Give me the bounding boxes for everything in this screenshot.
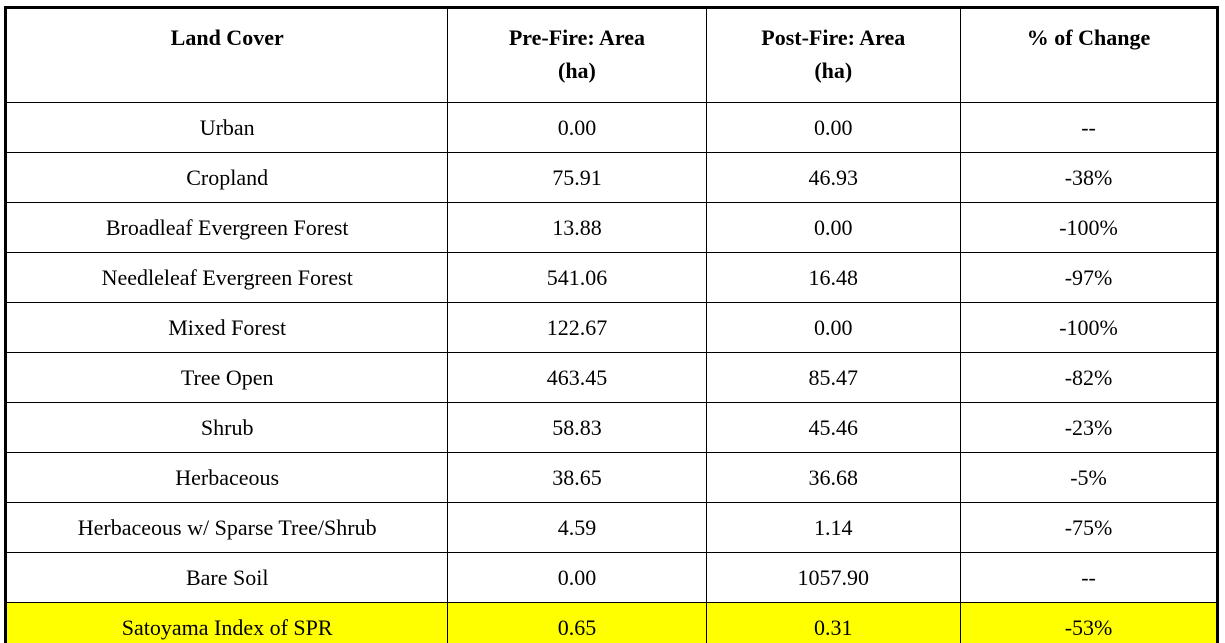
table-row: Mixed Forest 122.67 0.00 -100% [4,302,1218,353]
table-row: Shrub 58.83 45.46 -23% [4,402,1218,453]
cell-post-fire-area: 0.00 [705,102,962,153]
cell-pct-change: -5% [960,452,1218,503]
cell-land-cover: Shrub [4,402,449,453]
cell-pct-change: -23% [960,402,1218,453]
cell-pct-change: -97% [960,252,1218,303]
cell-land-cover: Mixed Forest [4,302,449,353]
cell-pre-fire-area: 4.59 [447,502,707,553]
cell-post-fire-area: 16.48 [705,252,962,303]
cell-land-cover: Bare Soil [4,552,449,603]
cell-pre-fire-area: 58.83 [447,402,707,453]
table-header: Land Cover Pre-Fire: Area (ha) Post-Fire… [4,7,1218,103]
col-header-land-cover: Land Cover [4,7,449,103]
table-row: Needleleaf Evergreen Forest 541.06 16.48… [4,252,1218,303]
cell-pre-fire-area: 38.65 [447,452,707,503]
cell-pct-change: -53% [960,602,1218,643]
cell-land-cover: Herbaceous [4,452,449,503]
cell-pct-change: -100% [960,302,1218,353]
table-row: Urban 0.00 0.00 -- [4,102,1218,153]
cell-pct-change: -100% [960,202,1218,253]
cell-land-cover: Cropland [4,152,449,203]
cell-post-fire-area: 0.31 [705,602,962,643]
cell-post-fire-area: 1057.90 [705,552,962,603]
cell-land-cover: Needleleaf Evergreen Forest [4,252,449,303]
cell-pre-fire-area: 122.67 [447,302,707,353]
cell-pre-fire-area: 0.65 [447,602,707,643]
cell-pct-change: -- [960,102,1218,153]
cell-post-fire-area: 45.46 [705,402,962,453]
cell-land-cover: Herbaceous w/ Sparse Tree/Shrub [4,502,449,553]
cell-post-fire-area: 1.14 [705,502,962,553]
cell-land-cover: Satoyama Index of SPR [4,602,449,643]
table-row: Cropland 75.91 46.93 -38% [4,152,1218,203]
cell-pre-fire-area: 13.88 [447,202,707,253]
cell-post-fire-area: 0.00 [705,302,962,353]
cell-pct-change: -82% [960,352,1218,403]
cell-pct-change: -38% [960,152,1218,203]
table-row: Bare Soil 0.00 1057.90 -- [4,552,1218,603]
col-header-pct-change: % of Change [960,7,1218,103]
table-body: Urban 0.00 0.00 -- Cropland 75.91 46.93 … [4,102,1218,643]
table-row: Herbaceous w/ Sparse Tree/Shrub 4.59 1.1… [4,502,1218,553]
land-cover-change-table: Land Cover Pre-Fire: Area (ha) Post-Fire… [4,6,1219,643]
cell-post-fire-area: 36.68 [705,452,962,503]
col-header-post-fire: Post-Fire: Area (ha) [705,7,962,103]
cell-pre-fire-area: 75.91 [447,152,707,203]
cell-post-fire-area: 46.93 [705,152,962,203]
cell-pct-change: -75% [960,502,1218,553]
cell-post-fire-area: 85.47 [705,352,962,403]
cell-land-cover: Broadleaf Evergreen Forest [4,202,449,253]
cell-land-cover: Urban [4,102,449,153]
cell-post-fire-area: 0.00 [705,202,962,253]
cell-pre-fire-area: 0.00 [447,102,707,153]
table-row: Herbaceous 38.65 36.68 -5% [4,452,1218,503]
cell-pct-change: -- [960,552,1218,603]
cell-pre-fire-area: 0.00 [447,552,707,603]
table-row: Satoyama Index of SPR 0.65 0.31 -53% [4,602,1218,643]
table-row: Tree Open 463.45 85.47 -82% [4,352,1218,403]
table-row: Broadleaf Evergreen Forest 13.88 0.00 -1… [4,202,1218,253]
cell-land-cover: Tree Open [4,352,449,403]
header-row: Land Cover Pre-Fire: Area (ha) Post-Fire… [4,7,1218,103]
col-header-pre-fire: Pre-Fire: Area (ha) [447,7,707,103]
cell-pre-fire-area: 463.45 [447,352,707,403]
cell-pre-fire-area: 541.06 [447,252,707,303]
